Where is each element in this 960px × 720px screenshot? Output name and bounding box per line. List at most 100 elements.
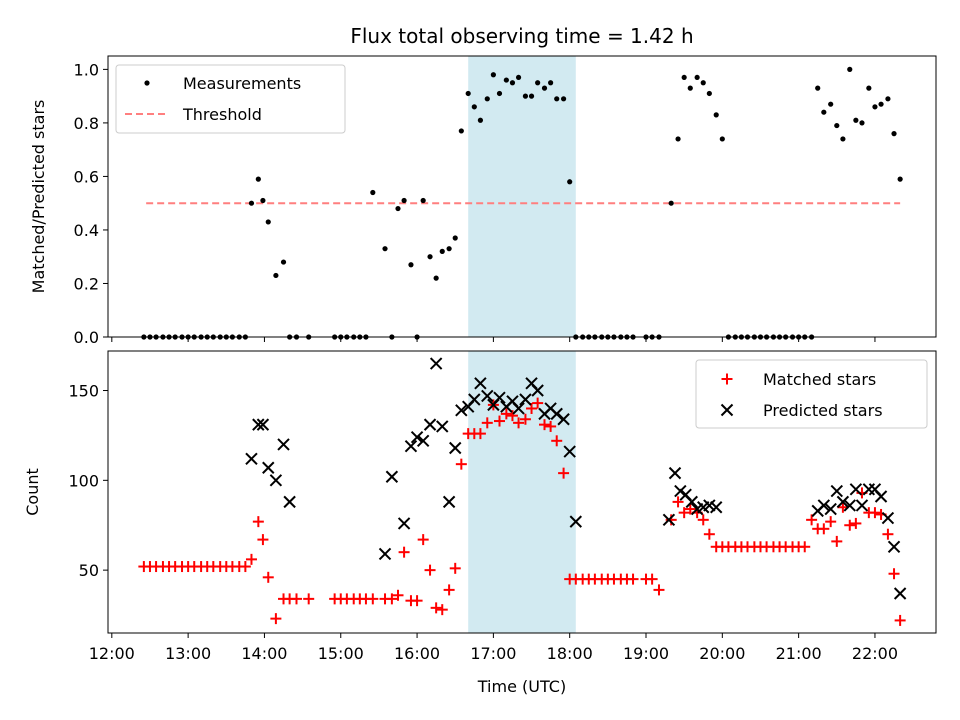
matched-star-point <box>474 428 486 440</box>
predicted-star-point <box>442 495 456 509</box>
x-stroke-b <box>531 384 544 397</box>
x-stroke-b <box>824 502 837 516</box>
measurement-point <box>503 77 509 83</box>
x-stroke-b <box>685 495 699 509</box>
measurement-point <box>420 197 426 204</box>
measurement-point <box>541 85 548 91</box>
legend-threshold-label: Threshold <box>182 105 262 124</box>
measurement-point <box>872 104 878 110</box>
measurement-point <box>815 85 821 91</box>
matched-star-point <box>257 534 269 546</box>
predicted-star-point <box>252 418 265 431</box>
matched-star-point <box>386 593 398 605</box>
legend-matched-marker <box>721 373 733 385</box>
measurement-point <box>427 254 433 260</box>
measurement-point <box>853 117 859 123</box>
predicted-star-point <box>662 513 676 527</box>
predicted-star-point <box>881 511 895 525</box>
matched-star-point <box>290 593 302 605</box>
bottom-plot-frame <box>107 350 937 634</box>
x-stroke-b <box>256 418 270 431</box>
matched-star-point <box>844 519 856 531</box>
x-tick-label: 18:00 <box>547 644 593 663</box>
measurement-point <box>694 74 700 81</box>
measurement-point <box>439 248 445 254</box>
measurement-point <box>885 96 891 102</box>
predicted-star-point <box>519 393 532 406</box>
measurement-point <box>713 112 719 118</box>
matched-star-point <box>551 435 563 447</box>
matched-star-point <box>303 593 315 605</box>
x-stroke-b <box>525 377 538 390</box>
predicted-star-point <box>283 495 296 509</box>
measurement-point <box>446 246 452 252</box>
measurements-layer <box>141 66 903 340</box>
measurement-point <box>891 131 897 137</box>
x-stroke-b <box>679 488 692 501</box>
x-stroke-b <box>378 547 392 561</box>
matched-star-point <box>831 535 843 547</box>
x-stroke-b <box>429 357 443 370</box>
x-stroke-b <box>881 511 895 525</box>
top-legend: Measurements Threshold <box>115 64 346 134</box>
measurement-point <box>280 259 287 265</box>
predicted-star-point <box>563 445 576 458</box>
matched-star-point <box>653 584 665 596</box>
measurement-point <box>535 80 541 86</box>
predicted-star-point <box>468 393 481 406</box>
predicted-star-point <box>557 413 570 426</box>
x-axis-label: Time (UTC) <box>477 677 566 696</box>
matched-star-point <box>526 402 538 414</box>
x-stroke-b <box>512 402 525 415</box>
x-stroke-b <box>262 461 275 474</box>
x-tick-label: 16:00 <box>394 644 440 663</box>
predicted-star-point <box>685 495 699 509</box>
matched-star-point <box>392 589 404 601</box>
legend-plus-marker <box>721 373 733 385</box>
measurement-point <box>706 90 712 97</box>
x-stroke-b <box>468 393 481 406</box>
matched-star-point <box>443 584 455 596</box>
predicted-star-point <box>245 452 258 465</box>
x-stroke-b <box>720 403 734 417</box>
measurement-point <box>821 109 827 115</box>
observing-window-highlight <box>468 56 576 337</box>
matched-star-point <box>697 514 709 526</box>
measurement-point <box>847 66 853 72</box>
predicted-star-point <box>416 434 430 448</box>
y-tick-label: 1.0 <box>74 60 99 79</box>
top-x-ticks <box>111 337 876 342</box>
measurement-point <box>567 179 573 185</box>
measurement-point <box>840 136 846 142</box>
x-stroke-b <box>404 439 418 453</box>
predicted-star-point <box>512 402 525 415</box>
x-stroke-b <box>493 391 506 404</box>
x-stroke-b <box>674 484 687 498</box>
matched-star-point <box>449 562 461 574</box>
x-stroke-b <box>569 515 583 528</box>
x-stroke-b <box>563 445 576 458</box>
legend-x-marker <box>720 403 734 417</box>
x-stroke-b <box>557 413 570 426</box>
predicted-star-point <box>256 418 270 431</box>
matched-star-point <box>262 571 274 583</box>
x-stroke-b <box>474 377 487 390</box>
top-y-axis: 0.0 0.2 0.4 0.6 0.8 1.0 <box>74 60 108 347</box>
measurement-point <box>687 85 693 91</box>
top-y-axis-label: Matched/Predicted stars <box>29 100 48 294</box>
bottom-y-axis-label: Count <box>23 468 42 516</box>
bottom-legend: Matched stars Predicted stars <box>695 359 928 429</box>
predicted-star-point <box>455 404 468 417</box>
matched-star-point <box>417 534 429 546</box>
predicted-star-point <box>874 490 888 503</box>
measurement-point <box>834 122 840 129</box>
legend-predicted-marker <box>720 403 734 417</box>
predicted-star-point <box>378 547 392 561</box>
matched-star-point <box>411 595 423 607</box>
y-tick-label: 0.6 <box>74 167 99 186</box>
measurement-point <box>828 101 834 107</box>
x-stroke-b <box>252 418 265 431</box>
x-stroke-b <box>843 499 856 512</box>
x-stroke-b <box>830 484 843 498</box>
